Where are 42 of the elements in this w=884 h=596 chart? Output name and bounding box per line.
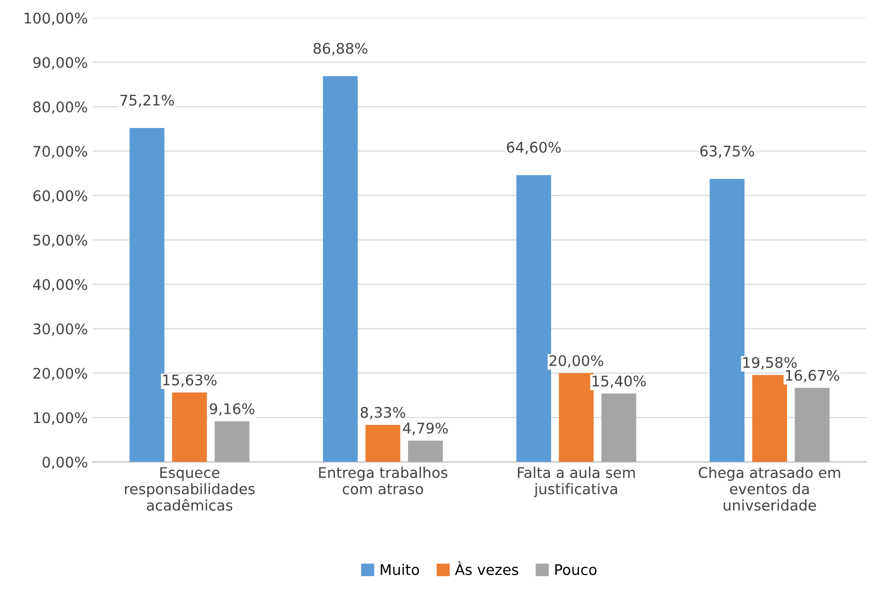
data-label: 15,40% <box>592 376 646 388</box>
data-label: 64,60% <box>506 142 561 154</box>
y-tick-label: 40,00% <box>33 279 88 292</box>
y-tick-label: 20,00% <box>33 368 88 380</box>
y-tick-label: 30,00% <box>33 323 88 336</box>
bar <box>172 392 207 462</box>
y-tick-label: 80,00% <box>33 101 88 114</box>
data-label: 86,88% <box>314 42 368 56</box>
bar <box>558 373 594 462</box>
data-label: 4,79% <box>402 422 448 436</box>
legend-label: Muito <box>380 564 420 576</box>
data-label: 19,58% <box>743 356 797 370</box>
bar <box>130 128 164 462</box>
data-label: 16,67% <box>786 370 840 382</box>
bar <box>710 178 744 462</box>
x-tick-label: Esquece responsabilidades acadêmicas <box>125 467 255 511</box>
data-label: 63,75% <box>700 146 754 158</box>
y-tick-label: 0,00% <box>42 456 88 470</box>
y-tick-label: 10,00% <box>34 412 88 425</box>
y-tick-label: 90,00% <box>33 57 88 70</box>
bar <box>752 374 788 462</box>
bar <box>516 175 552 462</box>
y-tick-label: 70,00% <box>34 146 88 158</box>
x-tick-label: Chega atrasado em eventos da univseridade <box>698 466 840 511</box>
x-tick-label: Falta a aula sem justificativa <box>518 466 635 498</box>
legend-label: Pouco <box>555 564 596 576</box>
bar <box>408 440 443 462</box>
bar <box>601 394 636 462</box>
data-label: 15,63% <box>163 374 217 387</box>
data-label: 75,21% <box>120 94 174 108</box>
x-tick-label: Entrega trabalhos com atraso <box>319 466 448 494</box>
data-label: 9,16% <box>210 403 254 416</box>
data-label: 20,00% <box>550 355 604 368</box>
y-tick-label: 100,00% <box>24 12 88 26</box>
data-label: 8,33% <box>360 406 406 420</box>
legend-label: Às vezes <box>454 561 518 576</box>
bar <box>365 424 400 462</box>
y-tick-label: 60,00% <box>33 190 88 203</box>
bar <box>794 388 830 462</box>
bar <box>322 76 358 462</box>
y-tick-label: 50,00% <box>33 234 88 248</box>
bar <box>214 421 250 462</box>
